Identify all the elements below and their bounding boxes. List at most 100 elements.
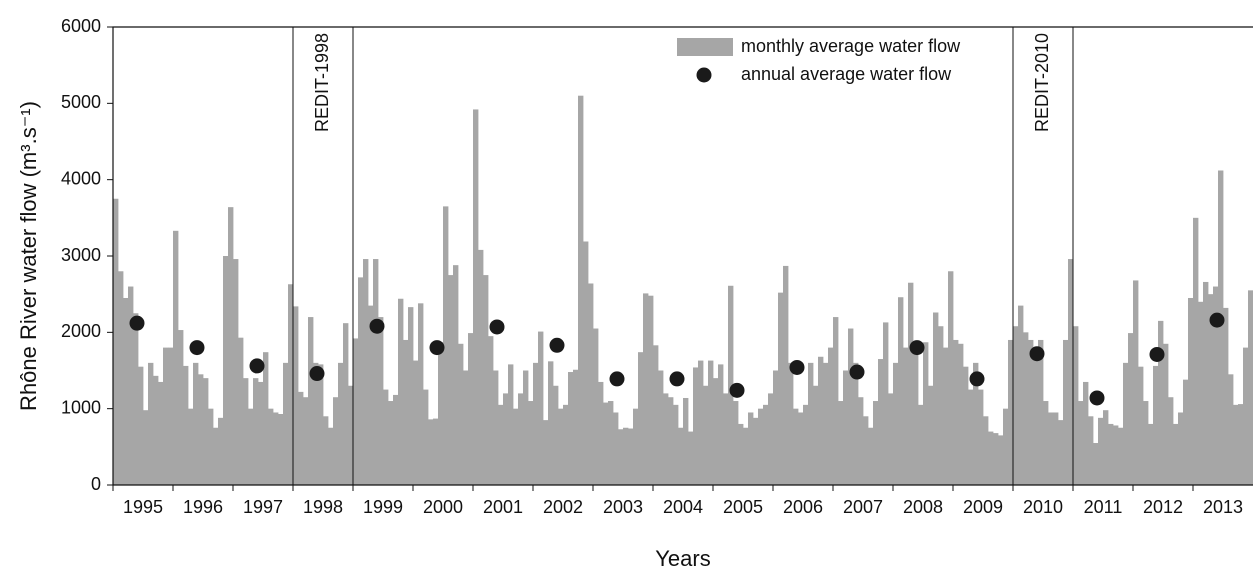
bar xyxy=(1123,362,1129,485)
bar xyxy=(383,389,389,485)
bar xyxy=(1193,217,1199,486)
legend-swatch xyxy=(677,38,733,56)
bar xyxy=(428,419,434,485)
bar xyxy=(458,343,464,485)
bar xyxy=(468,333,474,485)
y-axis-label: Rhône River water flow (m³.s⁻¹) xyxy=(16,101,41,411)
x-tick-label: 2002 xyxy=(543,497,583,517)
bar xyxy=(858,397,864,485)
bar xyxy=(1128,333,1134,485)
bar xyxy=(498,404,504,485)
bar xyxy=(918,404,924,485)
bar xyxy=(758,408,764,485)
point xyxy=(249,358,265,374)
bar xyxy=(688,431,694,485)
bar xyxy=(778,292,784,485)
bar xyxy=(208,408,214,485)
bar xyxy=(153,375,159,485)
bar xyxy=(1183,379,1189,485)
bar xyxy=(173,230,179,485)
bar xyxy=(183,365,189,485)
bar xyxy=(438,342,444,485)
point xyxy=(1029,346,1045,362)
bar xyxy=(748,412,754,485)
bar xyxy=(1223,307,1229,485)
bar xyxy=(503,393,509,485)
x-tick-label: 2009 xyxy=(963,497,1003,517)
bar xyxy=(873,401,879,485)
bar xyxy=(168,347,174,485)
bar xyxy=(648,295,654,485)
x-tick-label: 2011 xyxy=(1084,497,1123,517)
x-tick-label: 2007 xyxy=(843,497,883,517)
bar xyxy=(1218,170,1224,486)
point xyxy=(369,318,385,334)
bar xyxy=(483,275,489,485)
bar xyxy=(1248,290,1253,485)
x-tick-label: 2003 xyxy=(603,497,643,517)
bar xyxy=(1228,374,1234,485)
bar xyxy=(938,326,944,485)
x-tick-label: 2008 xyxy=(903,497,943,517)
bar xyxy=(828,347,834,485)
bar xyxy=(308,317,314,485)
x-tick-label: 1998 xyxy=(303,497,343,517)
point xyxy=(489,319,505,335)
x-axis-label: Years xyxy=(655,546,710,571)
bar xyxy=(943,347,949,485)
bar xyxy=(333,397,339,485)
bar xyxy=(568,372,574,485)
bar xyxy=(1233,404,1239,485)
bar xyxy=(963,366,969,485)
bar xyxy=(898,297,904,485)
bar xyxy=(893,362,899,485)
bar xyxy=(933,312,939,485)
bar xyxy=(288,284,294,485)
bar xyxy=(1003,408,1009,485)
bar xyxy=(868,427,874,485)
bar xyxy=(818,356,824,485)
annotation-text: REDIT-2010 xyxy=(1032,33,1052,132)
bar xyxy=(433,418,439,485)
bar xyxy=(158,381,164,485)
bar xyxy=(988,431,994,485)
bar xyxy=(318,364,324,485)
bar xyxy=(713,378,719,485)
x-tick-label: 1999 xyxy=(363,497,403,517)
bar xyxy=(953,339,959,485)
bar xyxy=(313,362,319,485)
bar xyxy=(408,307,414,485)
bar xyxy=(463,370,469,485)
bar xyxy=(928,385,934,485)
bar xyxy=(703,385,709,485)
bar xyxy=(578,95,584,485)
point xyxy=(609,371,625,387)
bar xyxy=(423,389,429,485)
bar xyxy=(473,109,479,485)
point xyxy=(909,340,925,356)
bar xyxy=(118,271,124,485)
x-tick-label: 2000 xyxy=(423,497,463,517)
bar xyxy=(1213,286,1219,485)
bar xyxy=(1158,320,1164,485)
bar xyxy=(478,249,484,485)
bar xyxy=(298,391,304,485)
bar xyxy=(978,389,984,485)
bar xyxy=(198,374,204,485)
bar xyxy=(178,330,184,485)
point xyxy=(1149,346,1165,362)
bar xyxy=(998,435,1004,485)
bar xyxy=(603,402,609,485)
point xyxy=(1089,390,1105,406)
bar xyxy=(1073,326,1079,485)
bar xyxy=(668,397,674,485)
bar xyxy=(253,378,259,485)
annotation-text: REDIT-1998 xyxy=(312,33,332,132)
x-tick-label: 2001 xyxy=(483,497,523,517)
x-tick-label: 2010 xyxy=(1023,497,1063,517)
bar xyxy=(1138,366,1144,485)
bar xyxy=(553,385,559,485)
point xyxy=(969,371,985,387)
bar xyxy=(513,408,519,485)
bar xyxy=(563,404,569,485)
